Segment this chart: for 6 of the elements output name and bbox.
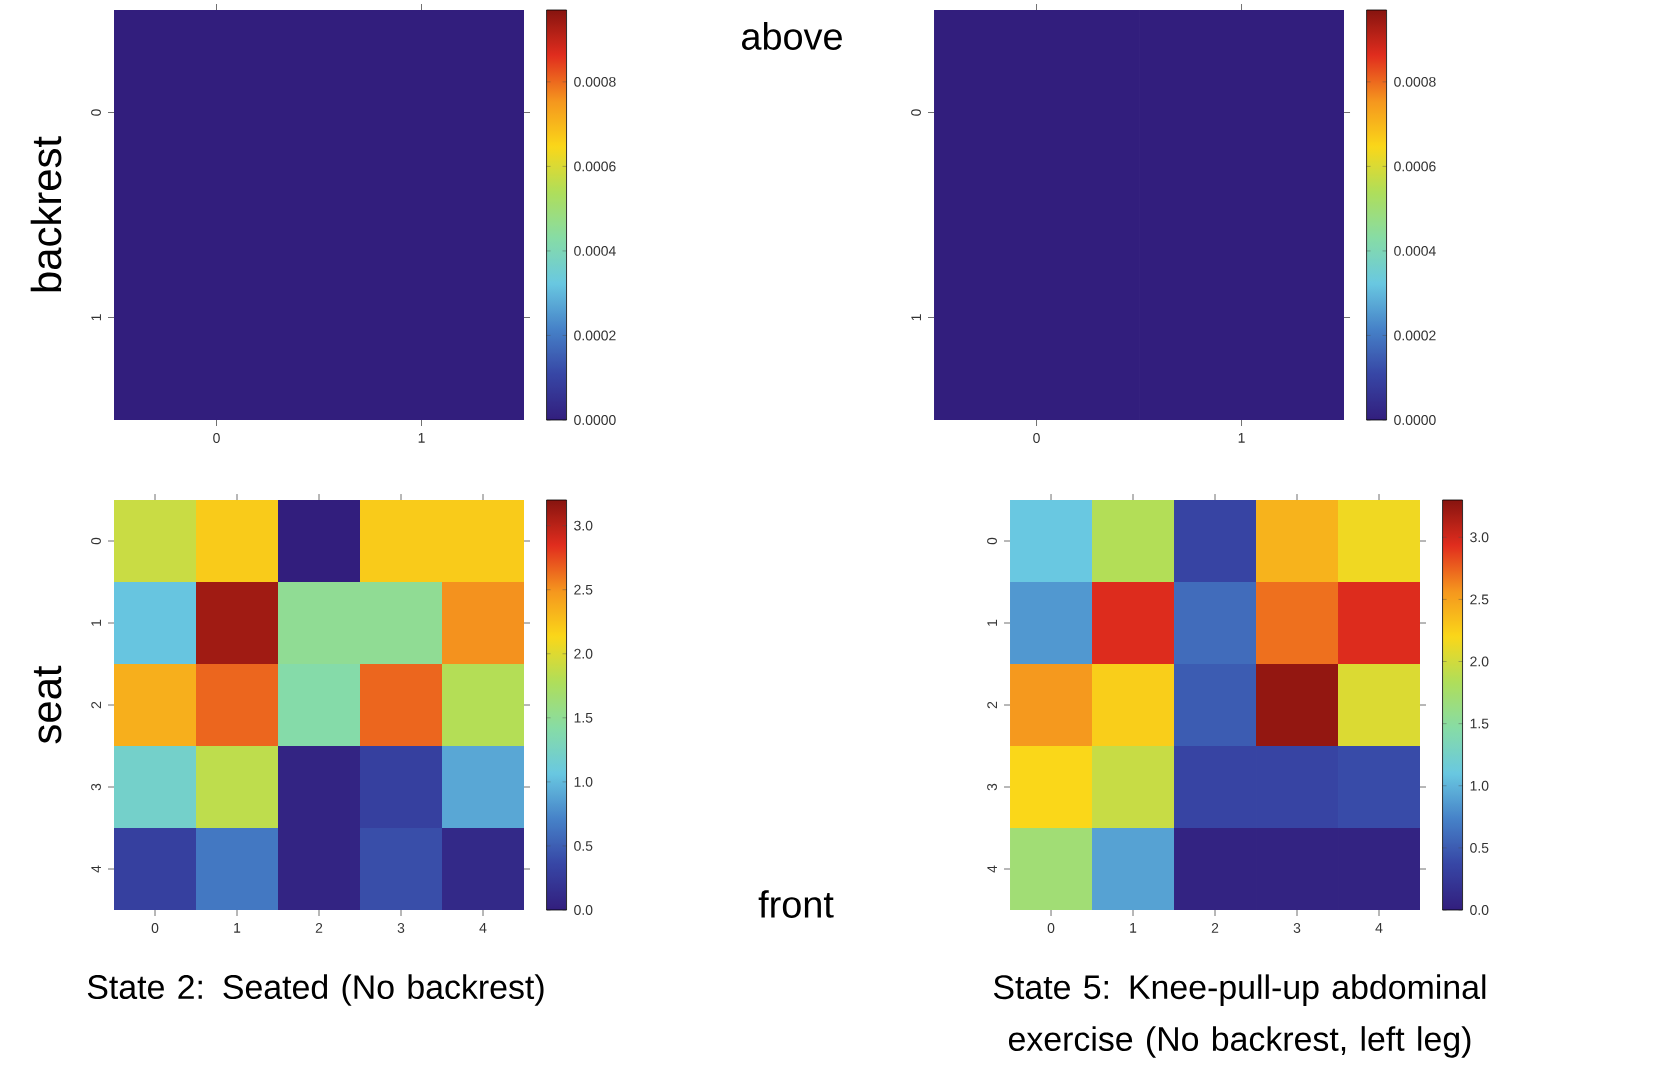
- text: State 2: Seated (No backrest): [87, 974, 544, 1006]
- text: State 5: Knee-pull-up abdominal exercise (No backrest, left leg): [993, 974, 1486, 1058]
- text: front: [758, 890, 834, 918]
- text: above: [742, 22, 842, 50]
- y-axis-title: seat: [33, 665, 62, 744]
- y-axis-title: backrest: [30, 136, 62, 292]
